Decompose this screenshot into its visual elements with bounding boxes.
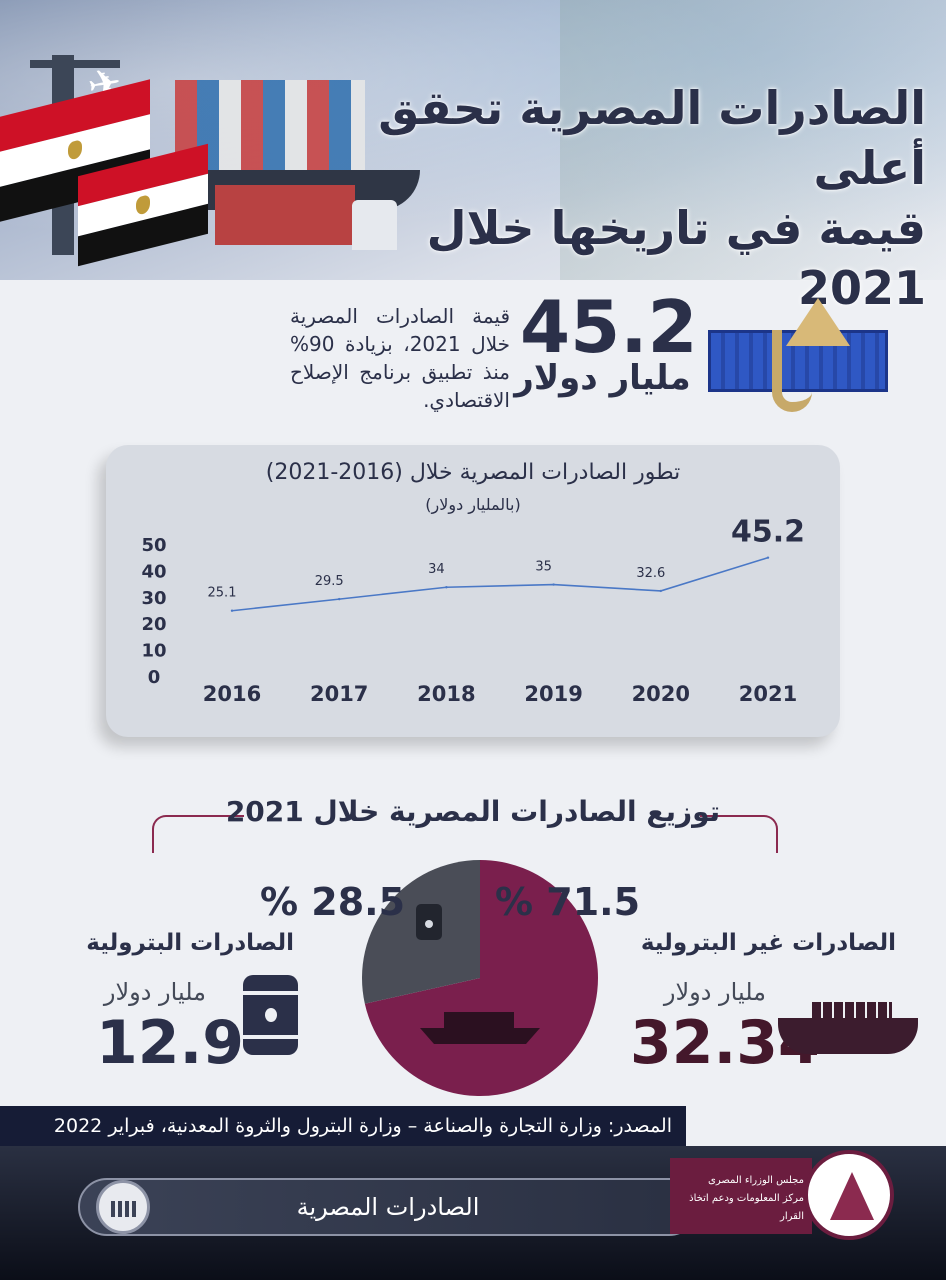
growth-arrow-icon <box>772 330 812 412</box>
title-line-1: الصادرات المصرية تحقق أعلى <box>378 81 926 195</box>
headline-description: قيمة الصادرات المصرية خلال 2021، بزيادة … <box>290 304 510 412</box>
ship-cargo-icon <box>444 1012 514 1028</box>
data-label: 25.1 <box>208 586 237 601</box>
cargo-ship-icon <box>420 1028 540 1044</box>
non-petroleum-percent: % 71.5 <box>495 880 641 924</box>
petroleum-label: الصادرات البترولية <box>86 930 294 956</box>
distribution-title: توزيع الصادرات المصرية خلال 2021 <box>225 795 721 828</box>
data-point <box>766 556 770 559</box>
data-point <box>230 609 234 612</box>
petroleum-value: 12.9 <box>96 1008 245 1078</box>
x-tick-label: 2017 <box>310 682 368 706</box>
truck-cab-illustration <box>352 200 397 250</box>
x-tick-label: 2021 <box>739 682 797 706</box>
x-tick-label: 2016 <box>203 682 261 706</box>
oil-barrel-icon <box>243 975 298 1055</box>
line-chart-title: تطور الصادرات المصرية خلال (2016-2021) <box>265 460 681 485</box>
hero-banner: ✈ <box>0 0 946 280</box>
y-tick-label: 50 <box>141 535 166 556</box>
oil-drop-icon <box>425 920 433 928</box>
title-bracket-left <box>152 815 244 853</box>
crane-arm-illustration <box>30 60 120 68</box>
cargo-ship-hull-icon <box>778 1018 918 1054</box>
footer-topic-bar: الصادرات المصرية <box>78 1178 698 1236</box>
y-tick-label: 20 <box>141 614 166 635</box>
petroleum-percent: % 28.5 <box>260 880 406 924</box>
data-label: 32.6 <box>636 566 665 581</box>
data-point <box>552 583 555 586</box>
x-tick-label: 2019 <box>524 682 582 706</box>
page-title: الصادرات المصرية تحقق أعلى قيمة في تاريخ… <box>366 78 926 318</box>
non-petroleum-unit: مليار دولار <box>663 978 766 1006</box>
data-point <box>659 589 662 593</box>
x-tick-label: 2018 <box>417 682 475 706</box>
line-chart-subtitle: (بالمليار دولار) <box>425 495 521 514</box>
title-bracket-right <box>700 815 778 853</box>
data-point <box>338 597 341 601</box>
bar-chart-icon <box>96 1180 150 1234</box>
logo-line-1: مجلس الوزراء المصرى <box>708 1175 804 1186</box>
pie-chart <box>362 860 598 1096</box>
data-label: 35 <box>535 560 552 575</box>
pie-slice <box>364 860 598 1096</box>
line-chart-card <box>106 445 840 737</box>
x-tick-label: 2020 <box>632 682 690 706</box>
source-note: المصدر: وزارة التجارة والصناعة – وزارة ا… <box>0 1106 686 1146</box>
y-tick-label: 30 <box>141 588 166 609</box>
petroleum-unit: مليار دولار <box>103 978 206 1006</box>
data-label: 29.5 <box>315 574 344 589</box>
cargo-ship-icon <box>812 1002 892 1020</box>
logo-line-2: مركز المعلومات ودعم اتخاذ القرار <box>689 1193 804 1222</box>
y-tick-label: 40 <box>141 561 166 582</box>
headline-value: 45.2 <box>520 285 698 369</box>
growth-arrow-head-icon <box>786 298 850 346</box>
series-line <box>231 556 769 612</box>
data-point <box>445 586 448 589</box>
truck-container-illustration <box>215 185 355 245</box>
headline-unit: مليار دولار <box>514 358 691 398</box>
data-label: 45.2 <box>731 515 805 550</box>
y-tick-label: 0 <box>148 667 161 688</box>
cabinet-emblem-icon <box>804 1150 894 1240</box>
cabinet-logo-text: مجلس الوزراء المصرى مركز المعلومات ودعم … <box>670 1158 812 1234</box>
line-chart: 50 40 30 20 10 0 2016 2017 2018 2019 2020 2021 25.1 2… <box>141 515 805 706</box>
title-line-2: قيمة في تاريخها خلال 2021 <box>426 201 926 315</box>
data-label: 34 <box>428 562 445 577</box>
non-petroleum-label: الصادرات غير البترولية <box>640 930 896 956</box>
banknote-background <box>560 0 946 280</box>
oil-drop-icon <box>264 1008 277 1022</box>
y-tick-label: 10 <box>141 641 166 662</box>
